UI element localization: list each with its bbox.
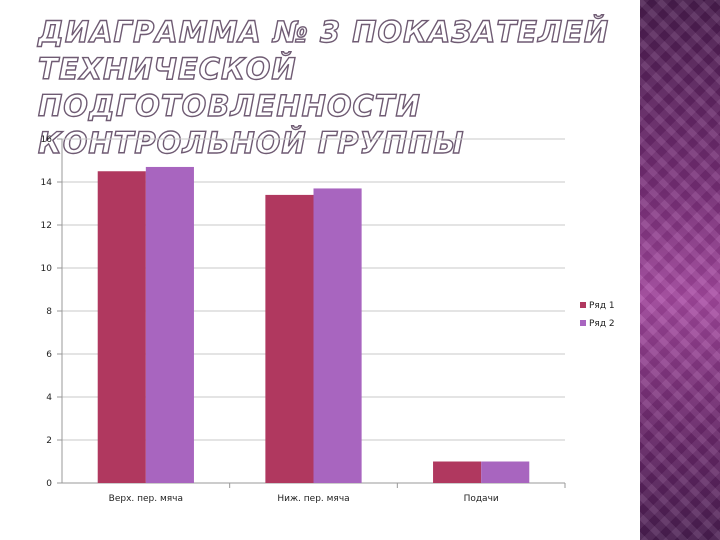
bar-chart: 0 2 4 6 8 10 12 14 16 Верх. пер. мяча Ниж. пер. м…: [41, 135, 615, 504]
bar: [433, 461, 482, 483]
bar: [97, 171, 146, 483]
y-tick-label: 2: [46, 436, 52, 446]
y-tick-label: 6: [46, 350, 52, 360]
bar: [313, 188, 362, 483]
legend-swatch: [580, 302, 586, 308]
slide-title: ДИАГРАММА № 3 ПОКАЗАТЕЛЕЙ ТЕХНИЧЕСКОЙ ПО…: [37, 14, 610, 160]
y-tick-label: 0: [46, 479, 52, 489]
y-tick-label: 16: [41, 135, 53, 145]
y-tick-label: 12: [41, 221, 52, 231]
bar: [481, 461, 530, 483]
x-tick-labels: Верх. пер. мяча Ниж. пер. мяча Подачи: [109, 494, 499, 504]
y-tick-label: 8: [46, 307, 52, 317]
legend-label: Ряд 2: [589, 319, 615, 329]
y-tick-label: 4: [46, 393, 52, 403]
x-tick-label: Ниж. пер. мяча: [277, 494, 349, 504]
bar: [145, 166, 194, 483]
decorative-side-panel: [640, 0, 720, 540]
y-tick-label: 14: [41, 178, 53, 188]
legend-swatch: [580, 320, 586, 326]
legend-label: Ряд 1: [589, 301, 615, 311]
y-tick-labels: 0 2 4 6 8 10 12 14 16: [41, 135, 53, 489]
y-tick-label: 10: [41, 264, 53, 274]
x-tick-label: Подачи: [464, 494, 499, 504]
x-tick-label: Верх. пер. мяча: [109, 494, 183, 504]
bars: [97, 166, 530, 483]
legend: Ряд 1 Ряд 2: [580, 301, 615, 329]
bar: [265, 194, 314, 483]
